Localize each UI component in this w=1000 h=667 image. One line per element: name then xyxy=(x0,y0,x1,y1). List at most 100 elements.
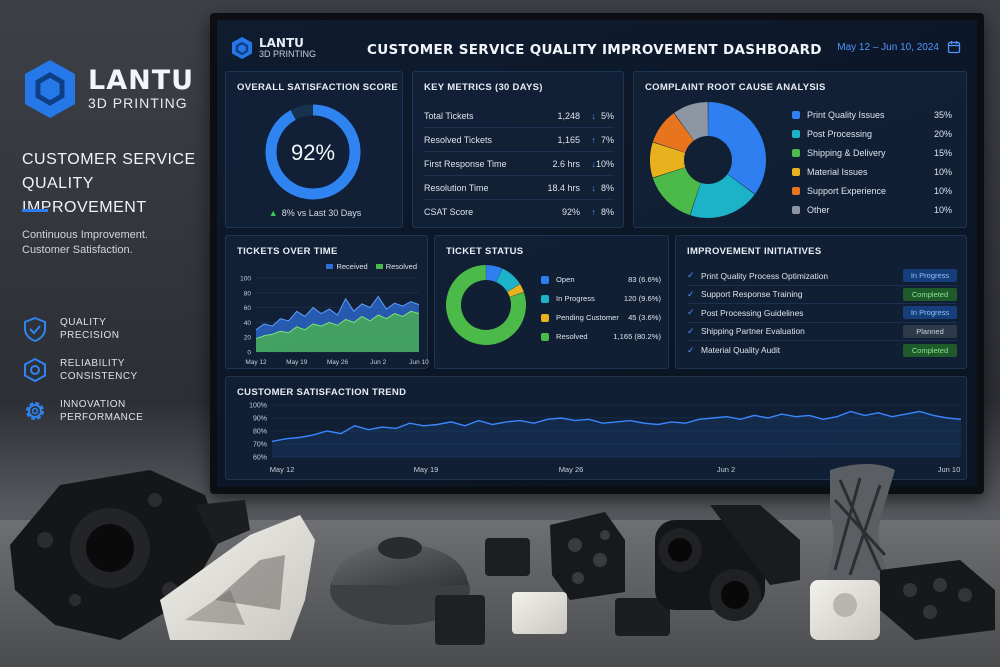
satisfaction-change: ▲ 8% vs Last 30 Days xyxy=(226,208,404,218)
date-range-label: May 12 – Jun 10, 2024 xyxy=(837,41,939,53)
check-icon: ✓ xyxy=(687,270,695,281)
mission-line: Customer Satisfaction. xyxy=(22,244,133,256)
pillar-line: QUALITY xyxy=(60,316,107,328)
metric-row: Resolution Time 18.4 hrs ↓ 8% xyxy=(424,176,614,200)
metric-row: Resolved Tickets 1,165 ↑ 7% xyxy=(424,128,614,152)
metric-change: 10% xyxy=(596,158,615,169)
white-lattice-bracket xyxy=(160,515,315,640)
calendar-icon[interactable] xyxy=(947,40,961,54)
legend-label: Print Quality Issues xyxy=(807,109,885,120)
legend-value: 35% xyxy=(933,109,952,120)
metric-name: Resolution Time xyxy=(424,182,489,193)
initiative-name: Material Quality Audit xyxy=(701,345,781,356)
legend-resolved: Resolved xyxy=(375,262,417,271)
date-range-picker[interactable]: May 12 – Jun 10, 2024 xyxy=(837,40,961,54)
legend-label: Post Processing xyxy=(807,128,873,139)
pillar-line: PERFORMANCE xyxy=(60,411,144,423)
initiative-list: ✓ Print Quality Process Optimization In Pr… xyxy=(687,267,957,360)
pillar-line: PRECISION xyxy=(60,329,120,341)
printed-parts-display xyxy=(0,464,1000,667)
legend-item: Support Experience 10% xyxy=(792,181,952,200)
donut-slice xyxy=(446,265,526,345)
panel-title: COMPLAINT ROOT CAUSE ANALYSIS xyxy=(645,82,826,93)
initiative-name: Shipping Partner Evaluation xyxy=(701,326,805,337)
legend-value: 10% xyxy=(933,185,952,196)
legend-label: Support Experience xyxy=(807,185,887,196)
status-badge: In Progress xyxy=(903,269,957,283)
satisfaction-trend-panel: CUSTOMER SATISFACTION TREND 100% 90% 80% 70… xyxy=(225,376,967,480)
brand-block: LANTU 3D PRINTING xyxy=(22,58,212,120)
metric-name: CSAT Score xyxy=(424,207,474,217)
metric-row: First Response Time 2.6 hrs ↓ 10% xyxy=(424,152,614,176)
mission-line: Continuous Improvement. xyxy=(22,229,148,241)
legend-item: Other 10% xyxy=(792,200,952,219)
donut-slice xyxy=(652,167,701,216)
black-grid-plate xyxy=(880,560,995,640)
monitor: LANTU 3D PRINTING CUSTOMER SERVICE QUALI… xyxy=(210,13,984,494)
initiative-name: Support Response Training xyxy=(701,289,803,300)
hexagon-gear-icon xyxy=(24,357,46,382)
brand-name: LANTU xyxy=(88,65,195,96)
dashboard-screen: LANTU 3D PRINTING CUSTOMER SERVICE QUALI… xyxy=(217,20,977,487)
y-tick-label: 0 xyxy=(247,350,251,357)
donut-slice xyxy=(507,284,524,297)
y-tick-label: 60% xyxy=(253,455,267,462)
arrow-up-icon: ↑ xyxy=(591,134,597,145)
arrow-down-icon: ↓ xyxy=(591,158,597,169)
metric-value: 18.4 hrs xyxy=(547,182,580,193)
initiative-item[interactable]: ✓ Post Processing Guidelines In Progress xyxy=(687,304,957,323)
legend-value: 20% xyxy=(933,128,952,139)
initiative-item[interactable]: ✓ Material Quality Audit Completed xyxy=(687,341,957,360)
metric-value: 92% xyxy=(561,207,580,217)
gear-icon xyxy=(26,401,44,420)
legend-swatch xyxy=(792,148,800,157)
x-tick-label: May 26 xyxy=(559,465,584,474)
gray-lattice-vase xyxy=(825,464,895,589)
initiative-item[interactable]: ✓ Support Response Training Completed xyxy=(687,286,957,304)
x-tick-label: Jun 2 xyxy=(370,359,386,366)
improvement-initiatives-panel: IMPROVEMENT INITIATIVES ✓ Print Quality P… xyxy=(675,235,967,369)
arrow-down-icon: ↓ xyxy=(591,110,597,121)
legend-swatch xyxy=(792,167,800,176)
legend-label: Resolved xyxy=(556,332,588,341)
y-tick-label: 70% xyxy=(253,442,267,449)
legend-item: Resolved 1,165 (80.2%) xyxy=(541,327,661,346)
initiative-item[interactable]: ✓ Print Quality Process Optimization In Pr… xyxy=(687,267,957,286)
ticket-status-panel: TICKET STATUS Open 83 (6.6%) In Progress 12… xyxy=(434,235,669,369)
pillar-quality: QUALITY PRECISION xyxy=(22,308,212,349)
status-badge: Completed xyxy=(903,343,957,357)
check-icon: ✓ xyxy=(687,325,695,336)
black-small-mount xyxy=(435,595,485,645)
x-tick-label: Jun 10 xyxy=(938,465,961,474)
accent-divider xyxy=(22,209,48,212)
panel-title: IMPROVEMENT INITIATIVES xyxy=(687,246,822,257)
legend-value: 83 (6.6%) xyxy=(628,275,661,284)
legend-item: Open 83 (6.6%) xyxy=(541,270,661,289)
brand-subtitle: 3D PRINTING xyxy=(88,95,188,111)
panel-title: TICKETS OVER TIME xyxy=(237,246,338,257)
mission-text: Continuous Improvement. Customer Satisfa… xyxy=(22,228,148,258)
metric-name: Total Tickets xyxy=(424,110,474,121)
tagline: CUSTOMER SERVICE QUALITY IMPROVEMENT xyxy=(22,148,222,220)
tickets-area-chart: 0 20 40 60 80 100 May 12 May 19 May 26 Jun 2 Jun 1… xyxy=(240,276,429,367)
initiative-item[interactable]: ✓ Shipping Partner Evaluation Planned xyxy=(687,323,957,341)
y-tick-label: 40 xyxy=(244,320,252,327)
x-tick-label: May 12 xyxy=(245,359,267,366)
shield-check-icon xyxy=(24,316,46,342)
trend-line xyxy=(271,410,962,443)
dashboard-logo-sub: 3D PRINTING xyxy=(259,48,317,59)
donut-slice xyxy=(708,102,766,194)
legend-value: 1,165 (80.2%) xyxy=(613,332,661,341)
donut-slice xyxy=(674,102,708,141)
pillar-line: CONSISTENCY xyxy=(60,370,138,382)
legend-swatch xyxy=(792,129,800,138)
legend-value: 120 (9.6%) xyxy=(623,294,661,303)
x-tick-label: May 19 xyxy=(286,359,308,366)
legend-label: In Progress xyxy=(556,294,595,303)
legend-value: 45 (3.6%) xyxy=(628,313,661,322)
metric-change: 8% xyxy=(600,207,614,217)
satisfaction-trend-line-chart: 100% 90% 80% 70% 60%May 12 May 19 May 26 Jun 2 J… xyxy=(249,403,962,474)
donut-slice xyxy=(650,142,686,178)
donut-slice xyxy=(486,265,502,283)
legend-swatch xyxy=(541,294,549,303)
